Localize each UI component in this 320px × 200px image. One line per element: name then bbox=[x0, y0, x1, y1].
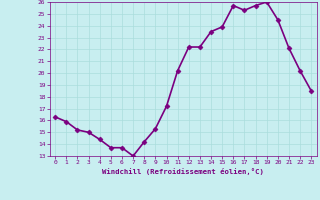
X-axis label: Windchill (Refroidissement éolien,°C): Windchill (Refroidissement éolien,°C) bbox=[102, 168, 264, 175]
